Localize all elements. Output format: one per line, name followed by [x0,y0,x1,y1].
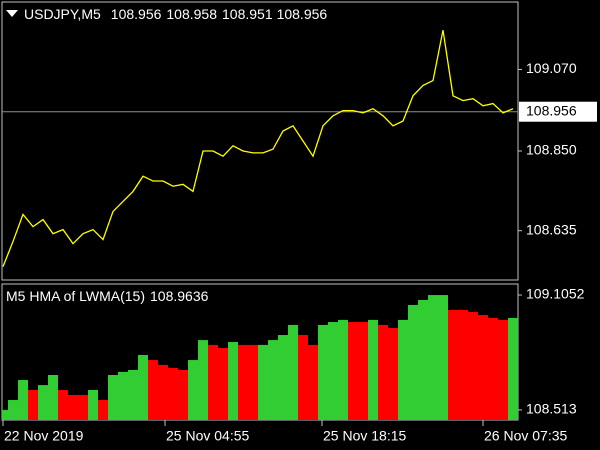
bar [428,295,438,420]
bar [288,324,298,420]
bar [418,299,428,420]
bar [148,360,158,420]
bar [368,319,378,420]
bar [198,340,208,420]
close: 108.956 [277,6,328,22]
bar [128,369,138,420]
bar [388,328,398,420]
bar [98,400,108,420]
bar [168,368,178,420]
high: 108.958 [166,6,217,22]
bar [8,400,18,420]
bar [408,304,418,420]
indicator-value: 108.9636 [150,288,209,304]
menu-triangle[interactable] [6,10,18,17]
bar [268,340,278,420]
y-tick-label: 109.1052 [526,286,585,302]
bar [38,385,48,420]
bar [118,371,128,420]
bar [498,319,508,420]
indicator-name: M5 HMA of LWMA(15) [6,288,145,304]
bar [328,322,338,420]
bar [338,319,348,420]
indicator-label: M5 HMA of LWMA(15) 108.9636 [6,288,209,304]
bar [228,342,238,420]
bar [158,364,168,420]
content: 109.070 108.850 108.635 22 Nov 2019 25 Nov 0… [2,30,597,444]
bar [78,394,88,420]
x-tick-label: 22 Nov 2019 [4,428,84,444]
x-tick-label: 26 Nov 07:35 [484,428,567,444]
bar [208,344,218,420]
bar [478,315,488,420]
bar [308,344,318,420]
bar [378,324,388,420]
bar [188,360,198,420]
bar [508,317,518,420]
y-tick-label: 109.070 [526,60,577,76]
bar [488,317,498,420]
main-panel [1,1,519,281]
bar [108,374,118,420]
bar [318,324,328,420]
bar [18,380,28,420]
last-price-box [519,101,597,122]
bar [138,355,148,420]
bar [468,311,478,420]
bar [2,409,8,420]
x-tick-label: 25 Nov 04:55 [166,428,249,444]
bar [88,389,98,420]
header: USDJPY,M5 108.956 108.958 108.951 108.956 [24,6,327,22]
bar [68,394,78,420]
bar [358,322,368,420]
bar [178,369,188,420]
bar [48,374,58,420]
bar [258,344,268,420]
bar [58,389,68,420]
last-price-label: 108.956 [526,102,577,118]
symbol: USDJPY,M5 [24,6,101,22]
bar [218,348,228,420]
y-tick-label: 108.513 [526,401,577,417]
price-line [2,30,514,267]
bar [448,309,458,420]
bar [28,389,38,420]
bar [298,335,308,420]
bar [458,309,468,420]
y-tick-label: 108.635 [526,221,577,237]
bar [278,335,288,420]
bar [398,319,408,420]
bar [438,295,448,420]
open: 108.956 [111,6,162,22]
y-tick-label: 108.850 [526,142,577,158]
bar [248,344,258,420]
low: 108.951 [222,6,273,22]
x-tick-label: 25 Nov 18:15 [323,428,406,444]
bar [348,322,358,420]
bar [238,344,248,420]
